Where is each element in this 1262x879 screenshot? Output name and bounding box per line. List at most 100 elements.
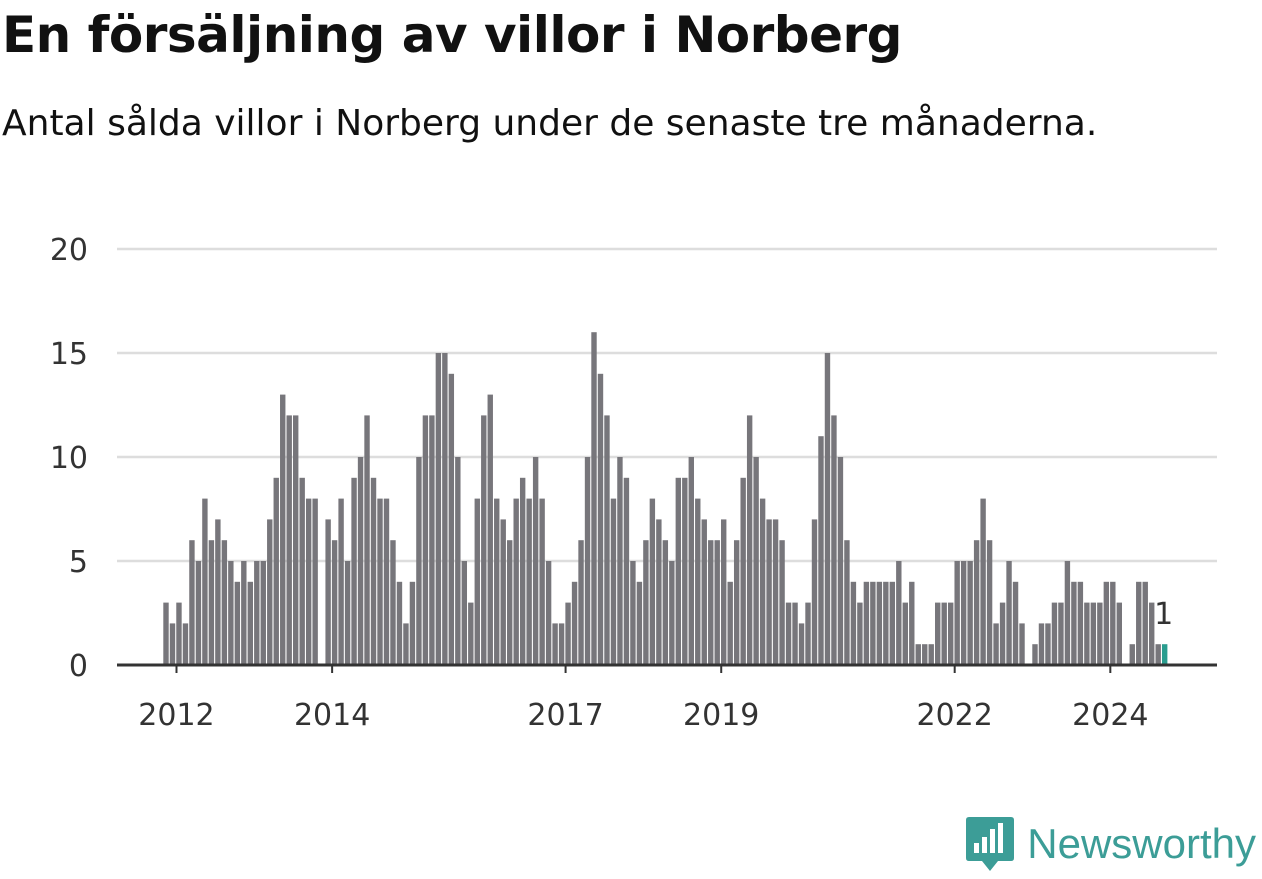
bar — [688, 457, 694, 665]
bar — [870, 581, 876, 665]
bar — [468, 602, 474, 665]
bar — [532, 457, 539, 665]
bar — [935, 602, 941, 665]
bar — [377, 498, 383, 665]
bar — [617, 457, 623, 665]
bar — [649, 498, 656, 665]
bar — [941, 602, 947, 665]
bar — [1071, 581, 1077, 665]
bar — [241, 561, 247, 665]
bar — [811, 519, 818, 665]
bar — [403, 623, 409, 665]
bar — [831, 415, 837, 665]
bar — [669, 561, 675, 665]
bar — [708, 540, 714, 665]
bar — [1155, 644, 1161, 665]
bar — [519, 477, 526, 665]
bar — [902, 602, 908, 665]
bar — [682, 477, 688, 665]
bar — [947, 602, 954, 665]
bar — [597, 373, 604, 665]
brand-name: Newsworthy — [1027, 820, 1256, 867]
bar — [863, 581, 870, 665]
bar — [1149, 602, 1155, 665]
bar — [896, 561, 902, 665]
bar — [1136, 581, 1142, 665]
bar — [993, 623, 999, 665]
bar — [487, 394, 493, 665]
x-tick-label: 2022 — [917, 698, 993, 733]
bar — [396, 581, 403, 665]
newsworthy-logo-icon — [966, 817, 1015, 871]
bar — [286, 415, 292, 665]
bar — [221, 540, 228, 665]
bar — [182, 623, 189, 665]
bar — [1110, 581, 1116, 665]
bar — [733, 540, 740, 665]
bar — [766, 519, 772, 665]
bar — [779, 540, 785, 665]
bar — [1129, 644, 1135, 665]
bar — [1161, 644, 1168, 665]
bar — [1142, 581, 1148, 665]
bar — [357, 457, 364, 665]
bar — [623, 477, 630, 665]
bar — [202, 498, 208, 665]
bar — [785, 602, 792, 665]
x-tick-label: 2019 — [683, 698, 759, 733]
bar — [442, 353, 448, 665]
bar — [584, 457, 591, 665]
bar — [578, 540, 584, 665]
bar — [208, 540, 215, 665]
bar — [273, 477, 279, 665]
bar — [1019, 623, 1025, 665]
bar — [857, 602, 863, 665]
bar — [759, 498, 766, 665]
bars — [163, 332, 1168, 665]
bar — [267, 519, 273, 665]
bar — [1045, 623, 1051, 665]
last-value-label: 1 — [1154, 597, 1173, 632]
bar — [565, 602, 571, 665]
bar — [980, 498, 986, 665]
bar — [727, 581, 733, 665]
bar — [818, 436, 824, 665]
bar — [714, 540, 720, 665]
x-tick-label: 2012 — [138, 698, 214, 733]
bar — [293, 415, 299, 665]
bar — [1058, 602, 1064, 665]
bar — [474, 498, 480, 665]
bar — [481, 415, 487, 665]
bar — [721, 519, 727, 665]
bar — [772, 519, 779, 665]
bar — [740, 477, 746, 665]
bar — [630, 561, 636, 665]
x-axis-tick-labels: 2012 2014 2017 2019 2022 2024 — [138, 665, 1149, 733]
bar — [409, 581, 416, 665]
bar — [928, 644, 934, 665]
y-tick-label: 10 — [50, 441, 88, 476]
bar — [850, 581, 857, 665]
bar — [526, 498, 532, 665]
bar — [610, 498, 617, 665]
bar — [973, 540, 980, 665]
bar — [299, 477, 305, 665]
y-tick-label: 20 — [50, 233, 88, 268]
bar — [364, 415, 370, 665]
bar — [1051, 602, 1058, 665]
bar — [591, 332, 597, 665]
bar — [390, 540, 396, 665]
y-tick-label: 0 — [69, 649, 88, 684]
bar — [344, 561, 351, 665]
bar — [1084, 602, 1090, 665]
bar — [429, 415, 435, 665]
bar — [662, 540, 669, 665]
bar — [1032, 644, 1038, 665]
x-tick-label: 2017 — [527, 698, 603, 733]
bar — [1090, 602, 1097, 665]
bar — [280, 394, 286, 665]
bar — [1064, 561, 1071, 665]
bar — [876, 581, 883, 665]
x-tick-label: 2024 — [1072, 698, 1148, 733]
